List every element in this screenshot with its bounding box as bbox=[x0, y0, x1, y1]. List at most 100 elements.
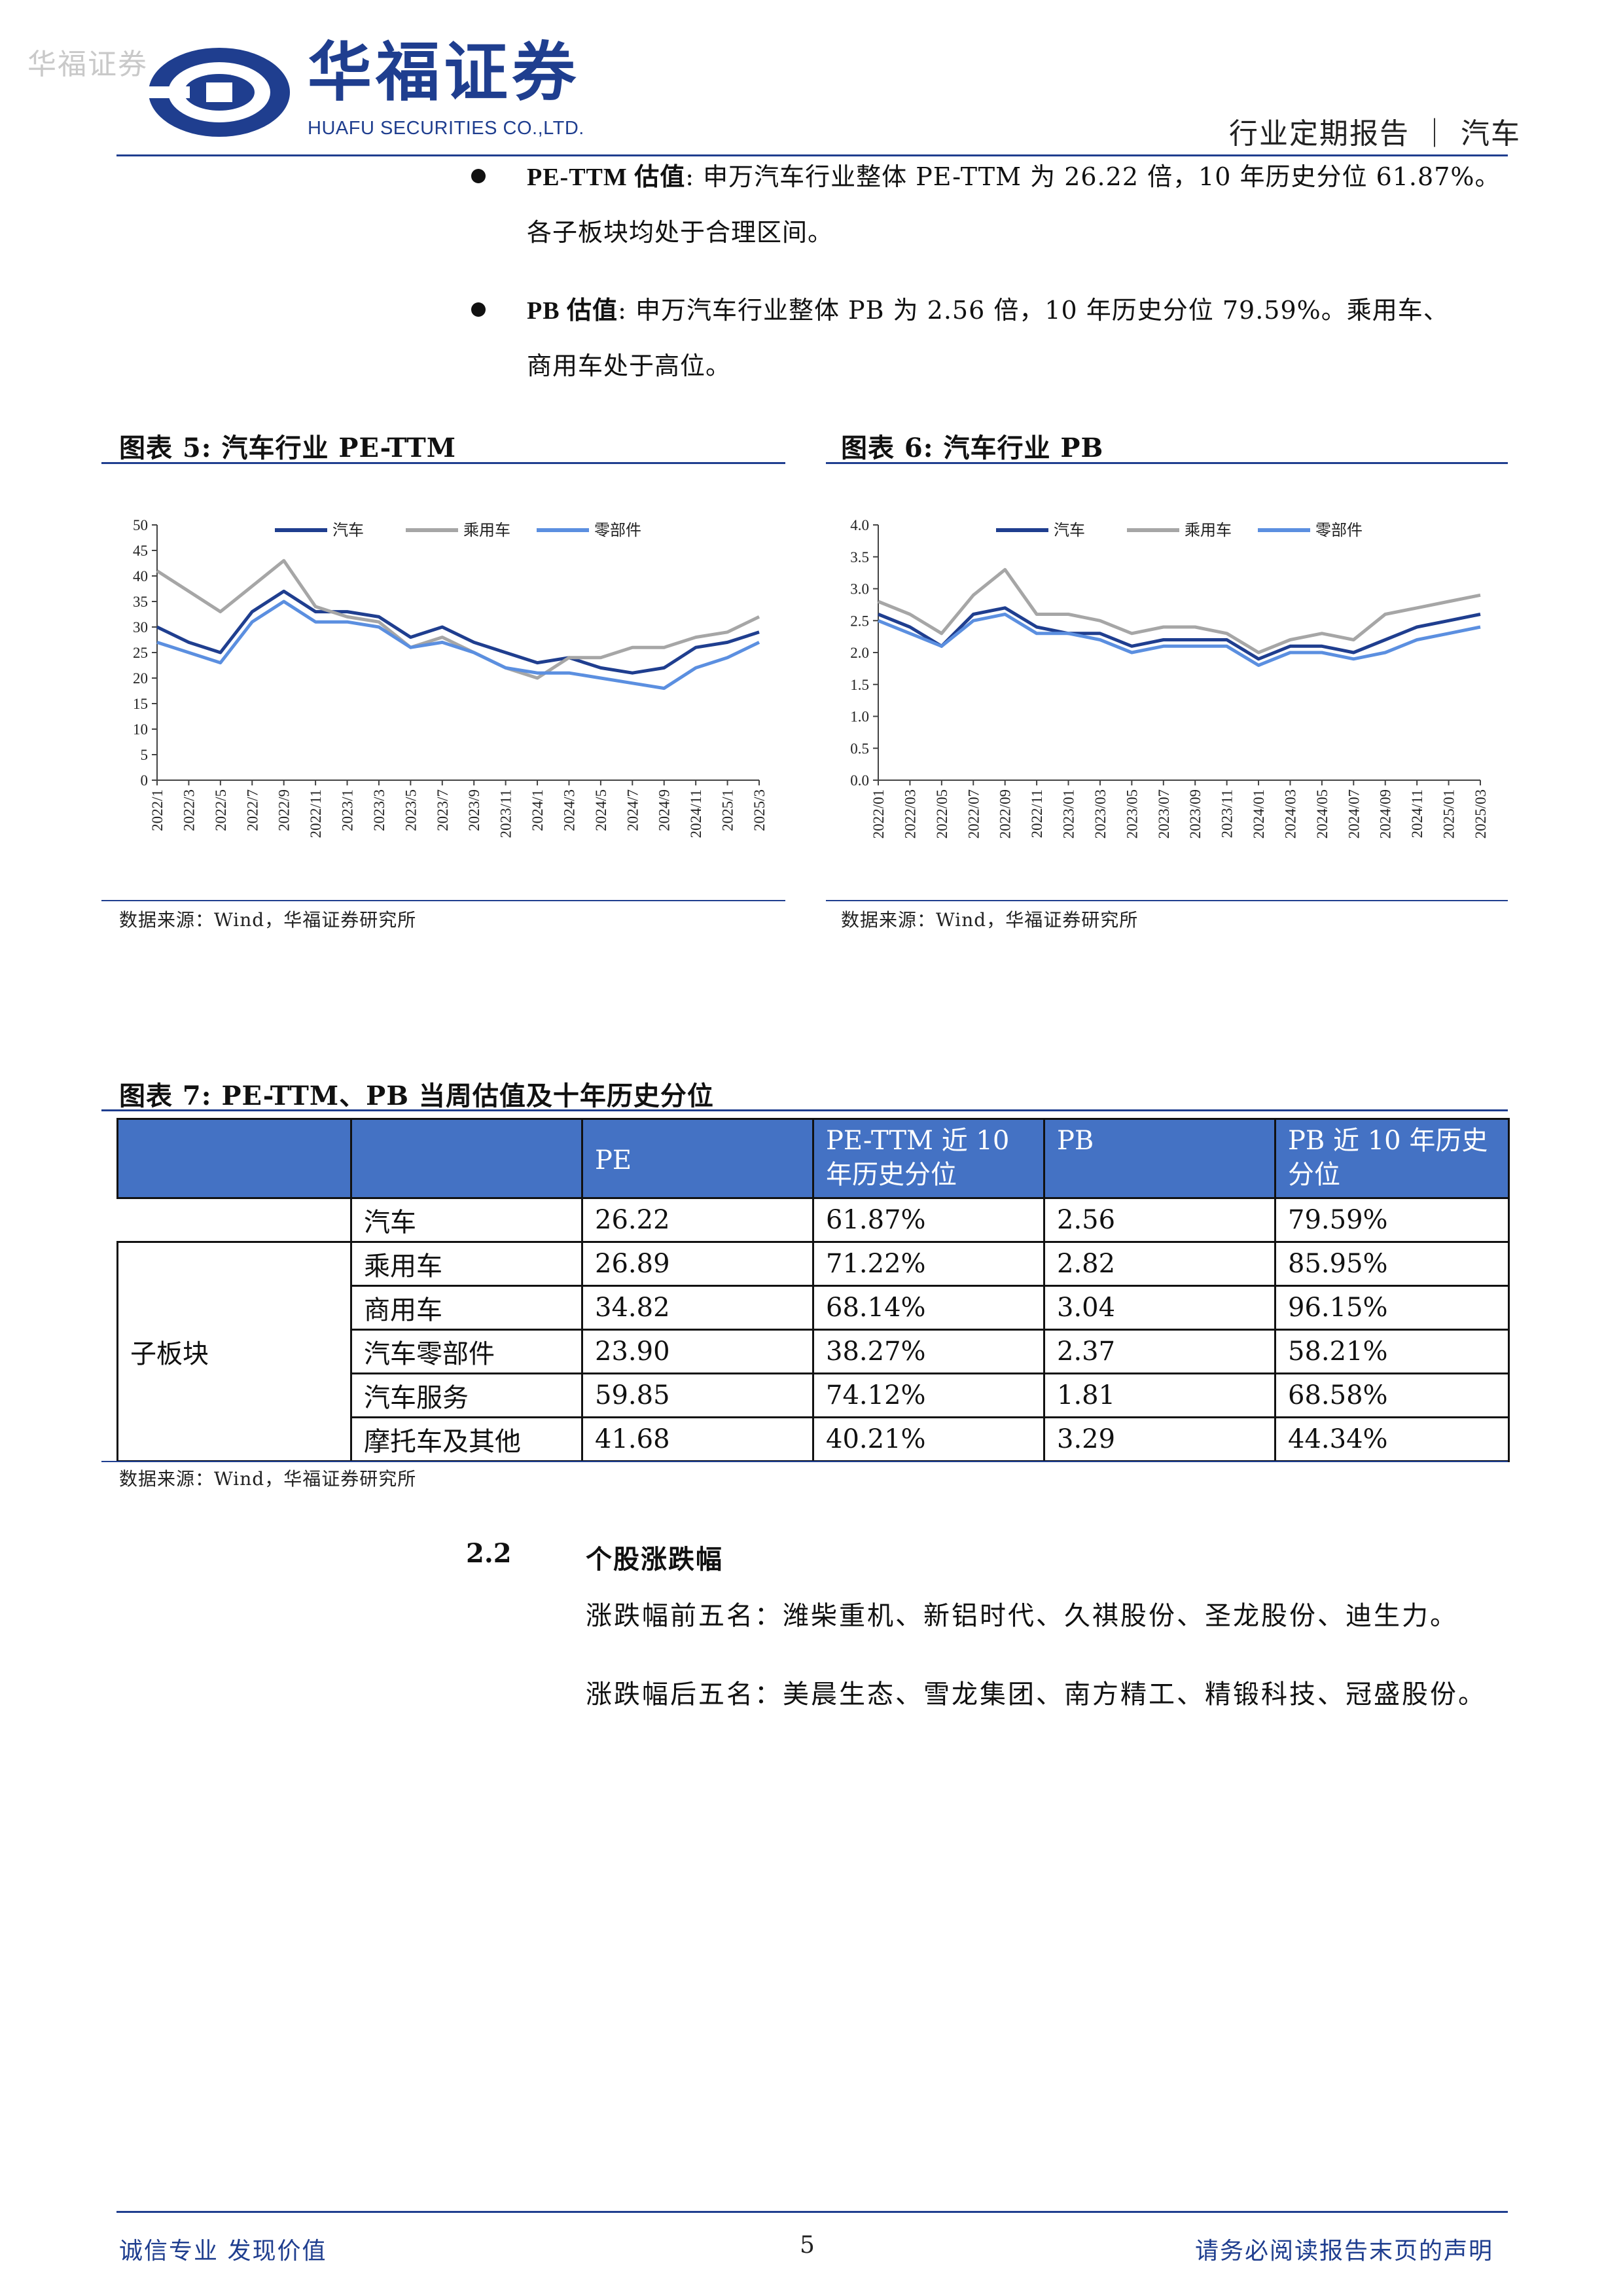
x-tick-label: 2025/01 bbox=[1441, 789, 1457, 838]
bullet-pb: PB 估值: 申万汽车行业整体 PB 为 2.56 倍，10 年历史分位 79.… bbox=[527, 283, 1535, 393]
x-tick-label: 2023/03 bbox=[1092, 789, 1109, 838]
table-cell: 68.58% bbox=[1274, 1372, 1510, 1418]
bullet-pe-text: : 申万汽车行业整体 PE-TTM 为 26.22 倍，10 年历史分位 61.… bbox=[685, 162, 1501, 191]
x-tick-label: 2023/05 bbox=[1124, 789, 1140, 838]
table-cell: 3.04 bbox=[1043, 1285, 1276, 1331]
y-tick-label: 1.0 bbox=[850, 709, 869, 725]
bullet-pe-text2: 各子板块均处于合理区间。 bbox=[527, 218, 834, 247]
figure6-source: 数据来源：Wind，华福证券研究所 bbox=[841, 909, 1139, 931]
table-cell-empty bbox=[116, 1197, 352, 1243]
valuation-table: PE PE-TTM 近 10 年历史分位 PB PB 近 10 年历史分位 汽车… bbox=[116, 1118, 1510, 1462]
table-cell: 23.90 bbox=[581, 1329, 814, 1374]
x-tick-label: 2022/9 bbox=[276, 789, 293, 831]
table-cell: 2.56 bbox=[1043, 1197, 1276, 1243]
x-tick-label: 2024/3 bbox=[561, 789, 577, 831]
x-tick-label: 2022/1 bbox=[149, 789, 166, 831]
table-header-cell bbox=[116, 1118, 352, 1199]
table-row: 商用车 34.82 68.14% 3.04 96.15% bbox=[118, 1285, 1510, 1331]
x-tick-label: 2023/07 bbox=[1156, 789, 1172, 838]
x-tick-label: 2023/11 bbox=[498, 789, 514, 838]
x-tick-label: 2022/11 bbox=[308, 789, 324, 838]
bullet-dot bbox=[471, 169, 486, 183]
footer-slogan: 诚信专业 发现价值 bbox=[119, 2238, 327, 2265]
x-tick-label: 2023/01 bbox=[1061, 789, 1077, 838]
watermark: 华福证券 bbox=[27, 48, 148, 81]
figure7-title: 图表 7: PE-TTM、PB 当周估值及十年历史分位 bbox=[119, 1081, 714, 1111]
table-cell: 61.87% bbox=[812, 1197, 1045, 1243]
x-tick-label: 2022/05 bbox=[934, 789, 950, 838]
legend-label: 零部件 bbox=[1315, 521, 1363, 539]
footer-disclaimer: 请务必阅读报告末页的声明 bbox=[1195, 2238, 1494, 2265]
x-tick-label: 2024/5 bbox=[593, 789, 609, 831]
table-cell: 汽车服务 bbox=[350, 1372, 583, 1418]
legend-label: 乘用车 bbox=[463, 521, 510, 539]
x-tick-label: 2024/11 bbox=[688, 789, 704, 838]
legend-label: 汽车 bbox=[1054, 521, 1085, 539]
company-logo-icon bbox=[144, 48, 290, 137]
y-tick-label: 40 bbox=[133, 568, 148, 584]
series-line-1 bbox=[156, 589, 760, 675]
x-tick-label: 2024/03 bbox=[1282, 789, 1298, 838]
x-tick-label: 2022/03 bbox=[902, 789, 918, 838]
x-tick-label: 2024/09 bbox=[1378, 789, 1394, 838]
y-tick-label: 3.0 bbox=[850, 581, 869, 598]
logo-chinese-name: 华福证券 bbox=[308, 35, 580, 110]
y-tick-label: 4.0 bbox=[850, 517, 869, 533]
page-number: 5 bbox=[800, 2232, 816, 2259]
table-cell: 2.82 bbox=[1043, 1241, 1276, 1287]
x-tick-label: 2023/3 bbox=[371, 789, 387, 831]
y-tick-label: 5 bbox=[141, 747, 149, 763]
section-title: 个股涨跌幅 bbox=[586, 1544, 723, 1575]
header-rule bbox=[116, 154, 1508, 156]
x-tick-label: 2022/01 bbox=[870, 789, 887, 838]
report-type: 行业定期报告 ｜ 汽车 bbox=[1229, 117, 1521, 151]
figure6-bottom-rule bbox=[826, 900, 1508, 901]
table-cell: 96.15% bbox=[1274, 1285, 1510, 1331]
x-tick-label: 2023/5 bbox=[402, 789, 419, 831]
table-cell: 38.27% bbox=[812, 1329, 1045, 1374]
top-gainers-line: 涨跌幅前五名：潍柴重机、新铝时代、久祺股份、圣龙股份、迪生力。 bbox=[586, 1601, 1458, 1631]
table-header-cell: PE-TTM 近 10 年历史分位 bbox=[812, 1118, 1045, 1199]
y-tick-label: 0 bbox=[141, 772, 149, 789]
x-tick-label: 2023/9 bbox=[466, 789, 482, 831]
y-tick-label: 50 bbox=[133, 517, 148, 533]
x-tick-label: 2023/7 bbox=[435, 789, 451, 831]
table-cell: 1.81 bbox=[1043, 1372, 1276, 1418]
series-line-3 bbox=[156, 600, 760, 691]
bullet-pb-label: PB 估值 bbox=[527, 297, 618, 325]
table-cell: 26.89 bbox=[581, 1241, 814, 1287]
x-tick-label: 2024/11 bbox=[1409, 789, 1425, 838]
figure6-title: 图表 6: 汽车行业 PB bbox=[841, 433, 1104, 463]
table-row: 汽车 26.22 61.87% 2.56 79.59% bbox=[116, 1197, 1510, 1243]
y-tick-label: 15 bbox=[133, 696, 148, 712]
top-losers-line: 涨跌幅后五名：美晨生态、雪龙集团、南方精工、精锻科技、冠盛股份。 bbox=[586, 1679, 1486, 1710]
bullet-pe-label: PE-TTM 估值 bbox=[527, 164, 686, 191]
y-tick-label: 10 bbox=[133, 721, 148, 738]
y-tick-label: 0.5 bbox=[850, 740, 869, 757]
x-tick-label: 2022/3 bbox=[181, 789, 197, 831]
bullet-dot bbox=[471, 302, 486, 317]
pb-chart: 0.0 0.5 1.0 1.5 2.0 2.5 3.0 3.5 4.0 2022/01 2022/0… bbox=[850, 517, 1489, 838]
footer-rule bbox=[116, 2211, 1508, 2213]
pe-ttm-chart: 0 5 10 15 20 25 30 35 40 45 50 2022/1 2022/3 2022/5 20… bbox=[133, 517, 768, 838]
y-tick-label: 45 bbox=[133, 543, 148, 559]
table-cell: 汽车零部件 bbox=[350, 1329, 583, 1374]
y-tick-label: 1.5 bbox=[850, 677, 869, 693]
x-tick-label: 2025/3 bbox=[751, 789, 768, 831]
table-cell: 40.21% bbox=[812, 1416, 1045, 1462]
x-tick-label: 2024/05 bbox=[1314, 789, 1330, 838]
series-line-2 bbox=[156, 559, 760, 680]
y-tick-label: 20 bbox=[133, 670, 148, 687]
table-cell: 44.34% bbox=[1274, 1416, 1510, 1462]
table-cell: 79.59% bbox=[1274, 1197, 1510, 1243]
table-row: 摩托车及其他 41.68 40.21% 3.29 44.34% bbox=[118, 1416, 1510, 1462]
logo-english-name: HUAFU SECURITIES CO.,LTD. bbox=[308, 118, 584, 139]
figure6-rule bbox=[826, 462, 1508, 464]
table-header-row: PE PE-TTM 近 10 年历史分位 PB PB 近 10 年历史分位 bbox=[116, 1118, 1510, 1199]
x-tick-label: 2023/1 bbox=[340, 789, 356, 831]
table-row: 汽车服务 59.85 74.12% 1.81 68.58% bbox=[118, 1372, 1510, 1418]
table-header-cell: PB 近 10 年历史分位 bbox=[1274, 1118, 1510, 1199]
x-tick-label: 2024/07 bbox=[1346, 789, 1362, 838]
table-header-cell bbox=[350, 1118, 583, 1199]
table-cell: 2.37 bbox=[1043, 1329, 1276, 1374]
